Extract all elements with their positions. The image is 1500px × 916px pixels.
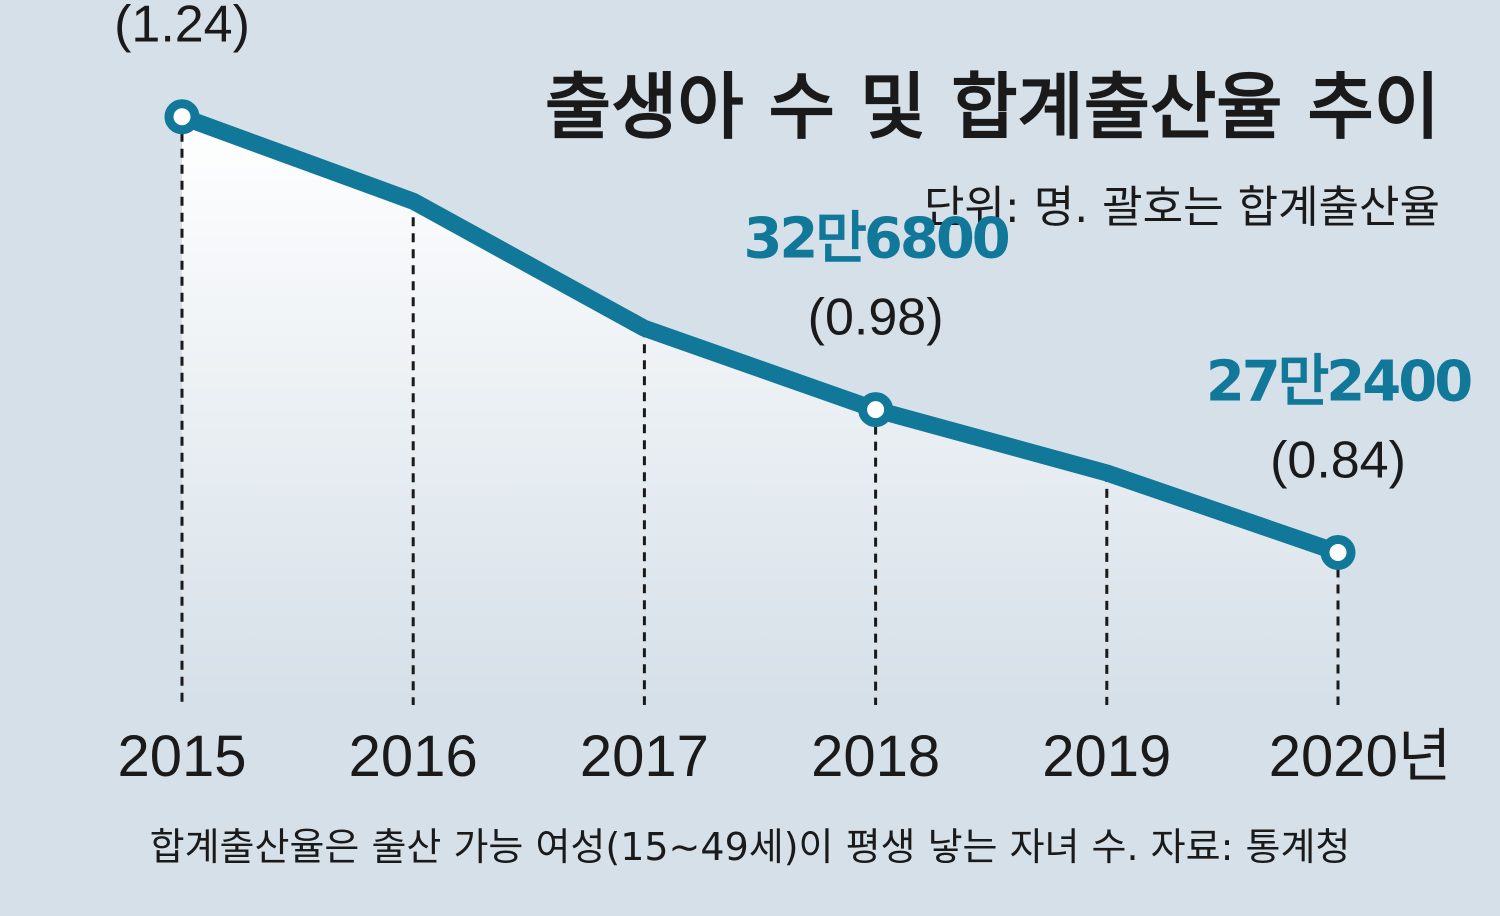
chart-title: 출생아 수 및 합계출산율 추이: [545, 65, 1440, 149]
chart-footnote: 합계출산율은 출산 가능 여성(15∼49세)이 평생 낳는 자녀 수. 자료:…: [150, 825, 1351, 869]
point-marker-0: [164, 99, 200, 135]
rate-label-0: (1.24): [114, 0, 250, 54]
rate-label-3: (0.98): [808, 289, 944, 347]
x-tick-label-0: 2015: [117, 724, 246, 789]
point-marker-5: [1320, 534, 1356, 570]
chart-subtitle: 단위: 명. 괄호는 합계출산율: [924, 182, 1440, 233]
point-marker-3: [858, 392, 894, 428]
value-label-5: 27만2400: [1206, 349, 1471, 414]
series-line: [173, 108, 1347, 561]
area-fill: [182, 116, 1338, 705]
x-tick-label-4: 2019: [1042, 724, 1171, 789]
x-tick-label-3: 2018: [811, 724, 940, 789]
rate-label-5: (0.84): [1270, 431, 1406, 489]
value-label-3: 32만6800: [743, 207, 1008, 272]
x-tick-label-1: 2016: [349, 724, 478, 789]
x-tick-label-5: 2020년: [1269, 724, 1451, 789]
x-tick-label-2: 2017: [580, 724, 709, 789]
